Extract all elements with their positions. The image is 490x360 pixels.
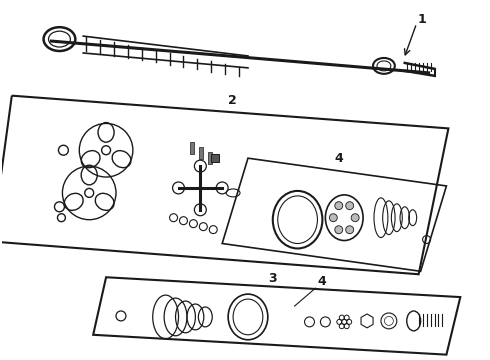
Text: 4: 4: [318, 275, 326, 288]
Bar: [211, 154, 219, 162]
Circle shape: [335, 226, 343, 234]
Circle shape: [335, 202, 343, 210]
Circle shape: [329, 214, 337, 222]
Bar: [191, 142, 195, 154]
Circle shape: [346, 226, 354, 234]
Text: 1: 1: [417, 13, 426, 26]
Text: 3: 3: [268, 272, 276, 285]
Text: 2: 2: [228, 94, 237, 107]
Circle shape: [351, 214, 359, 222]
Bar: [208, 152, 212, 164]
Circle shape: [346, 202, 354, 210]
Text: 4: 4: [334, 152, 343, 165]
Bar: [199, 147, 203, 159]
